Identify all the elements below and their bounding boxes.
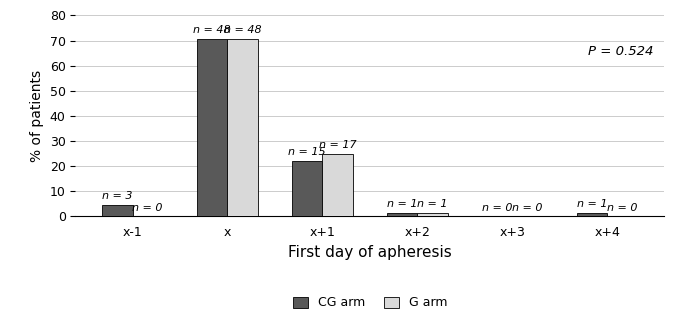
- Bar: [577, 213, 608, 216]
- X-axis label: First day of apheresis: First day of apheresis: [288, 245, 452, 260]
- Bar: [387, 213, 417, 216]
- Bar: [292, 161, 323, 216]
- Text: n = 17: n = 17: [319, 140, 356, 150]
- Text: P = 0.524: P = 0.524: [588, 45, 653, 58]
- Legend: CG arm, G arm: CG arm, G arm: [288, 291, 452, 309]
- Text: n = 0: n = 0: [607, 202, 638, 213]
- Text: n = 0: n = 0: [512, 202, 543, 213]
- Text: n = 48: n = 48: [224, 25, 262, 35]
- Y-axis label: % of patients: % of patients: [30, 70, 44, 162]
- Text: n = 0: n = 0: [482, 202, 512, 213]
- Text: n = 3: n = 3: [102, 192, 133, 201]
- Bar: [417, 213, 448, 216]
- Text: n = 48: n = 48: [193, 25, 231, 35]
- Bar: [102, 205, 132, 216]
- Bar: [197, 39, 227, 216]
- Text: n = 1: n = 1: [387, 199, 417, 209]
- Text: n = 15: n = 15: [288, 147, 326, 157]
- Text: n = 1: n = 1: [577, 199, 608, 209]
- Text: n = 0: n = 0: [132, 202, 163, 213]
- Bar: [323, 154, 353, 216]
- Bar: [227, 39, 258, 216]
- Text: n = 1: n = 1: [417, 199, 448, 209]
